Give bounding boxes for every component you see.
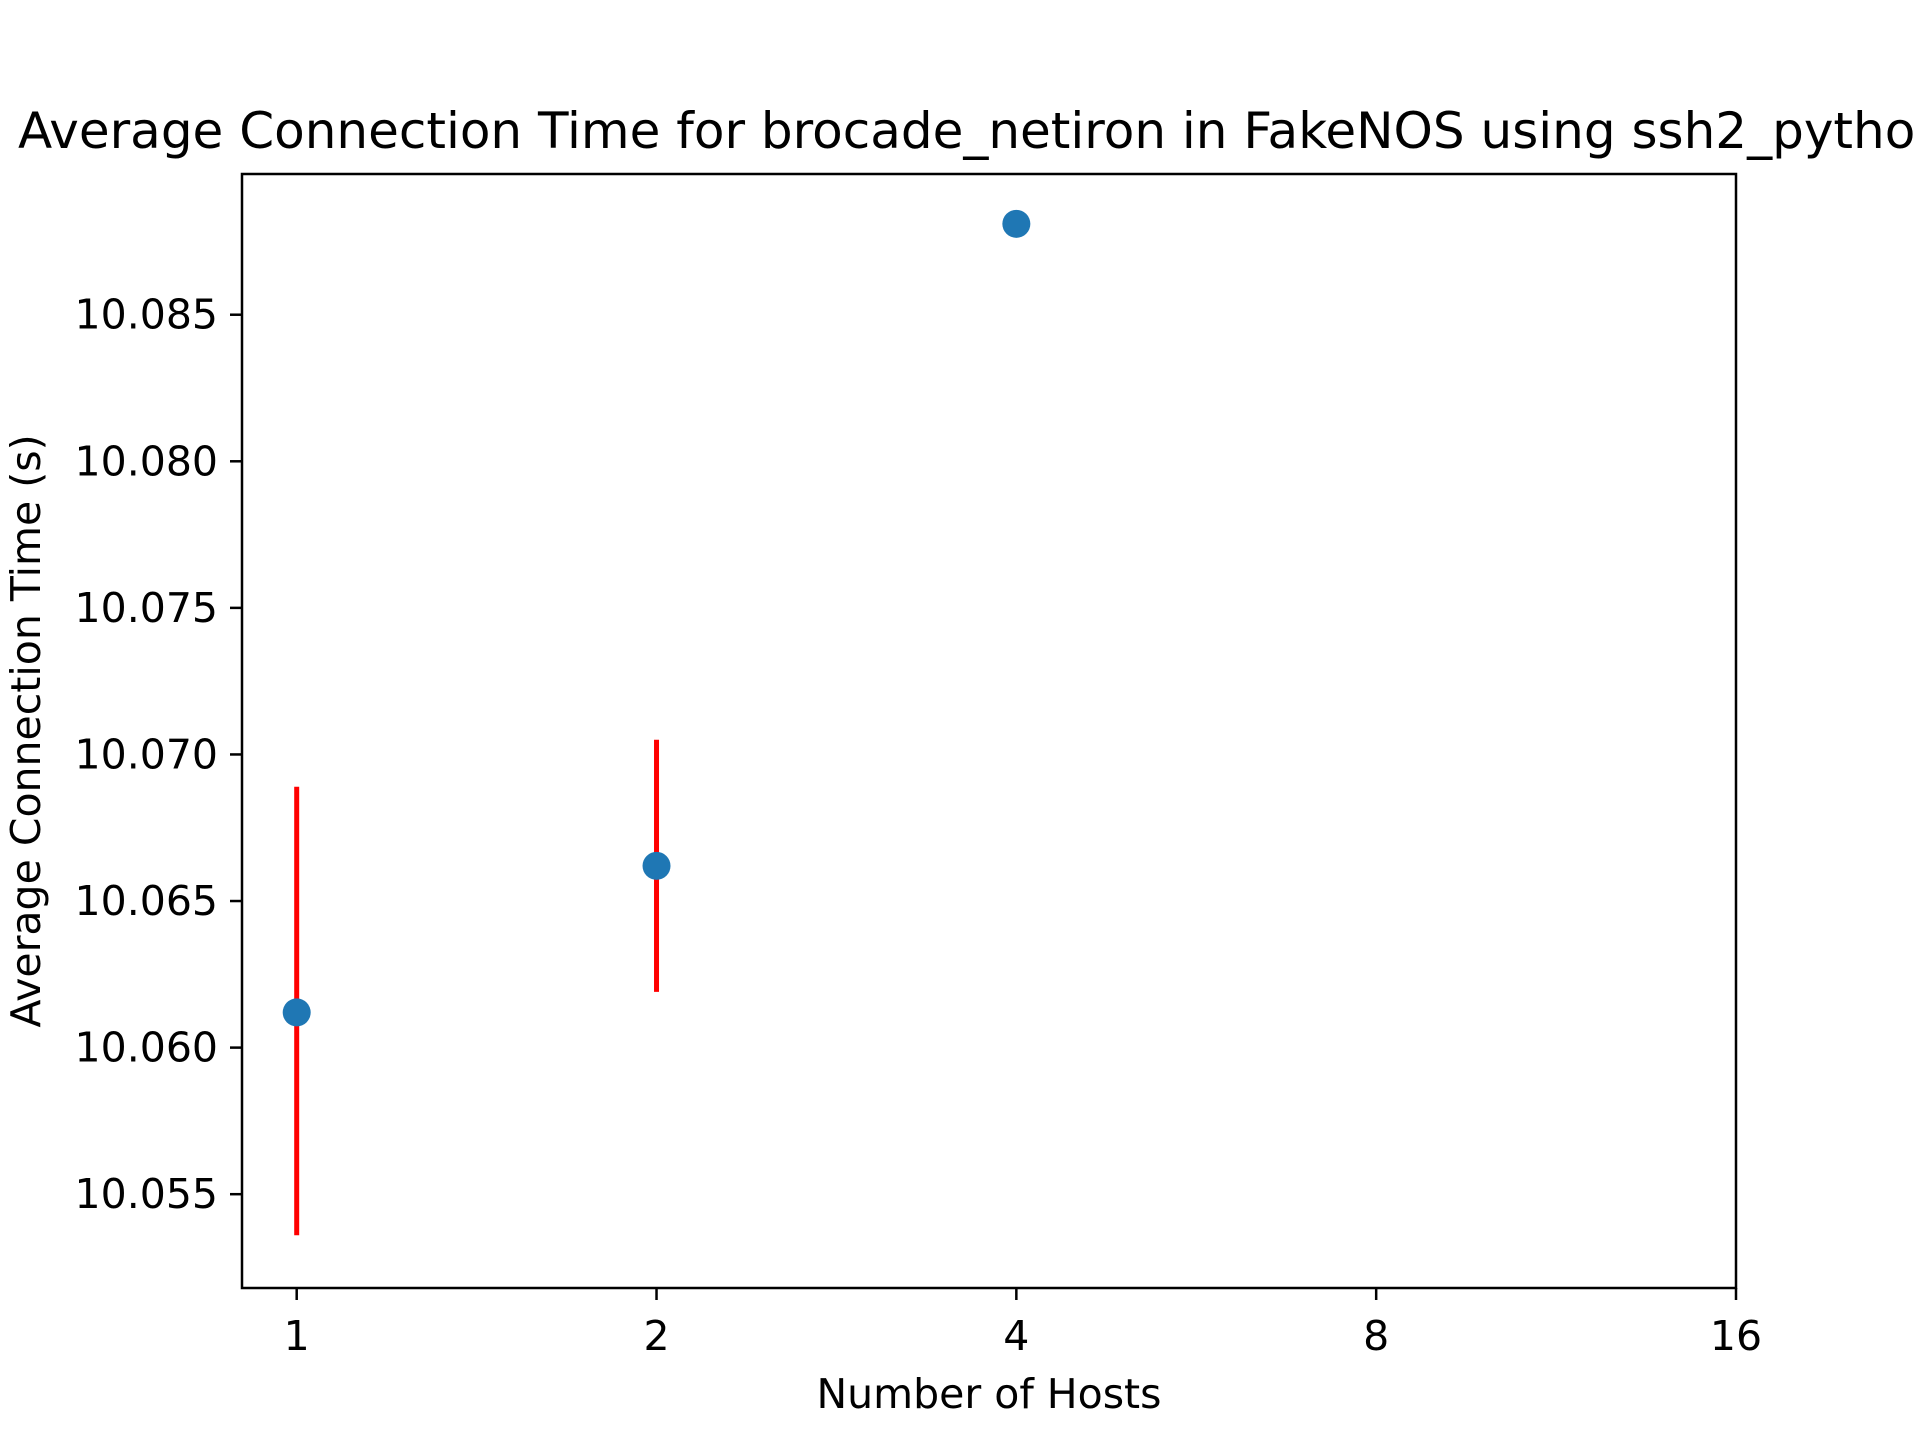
data-point xyxy=(282,998,311,1027)
y-tick-label: 10.055 xyxy=(75,1170,218,1218)
x-tick-label: 2 xyxy=(643,1312,669,1360)
y-tick-label: 10.085 xyxy=(75,291,218,339)
data-point xyxy=(1002,209,1031,238)
y-tick-label: 10.060 xyxy=(75,1024,218,1072)
x-axis-ticks: 1 2 4 8 16 xyxy=(284,1288,1762,1360)
y-tick-label: 10.080 xyxy=(75,437,218,485)
data-markers xyxy=(282,209,1031,1027)
plot-frame xyxy=(240,172,1738,1290)
error-bars xyxy=(294,739,660,1236)
y-tick-label: 10.065 xyxy=(75,877,218,925)
x-tick-label: 1 xyxy=(284,1312,310,1360)
x-tick-label: 16 xyxy=(1710,1312,1762,1360)
x-tick-label: 4 xyxy=(1003,1312,1029,1360)
x-tick-label: 8 xyxy=(1363,1312,1389,1360)
y-tick-label: 10.075 xyxy=(75,584,218,632)
y-axis-label: Average Connection Time (s) xyxy=(2,434,50,1027)
y-tick-label: 10.070 xyxy=(75,730,218,778)
y-axis-ticks: 10.055 10.060 10.065 10.070 10.075 10.080 10.0… xyxy=(75,291,242,1218)
data-point xyxy=(642,851,671,880)
x-axis-label: Number of Hosts xyxy=(817,1370,1162,1418)
chart-title: Average Connection Time for brocade_neti… xyxy=(18,102,1915,160)
